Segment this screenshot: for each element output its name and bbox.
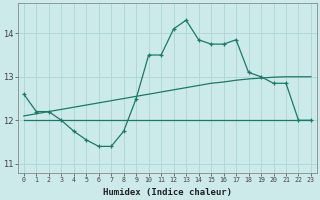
X-axis label: Humidex (Indice chaleur): Humidex (Indice chaleur) bbox=[103, 188, 232, 197]
